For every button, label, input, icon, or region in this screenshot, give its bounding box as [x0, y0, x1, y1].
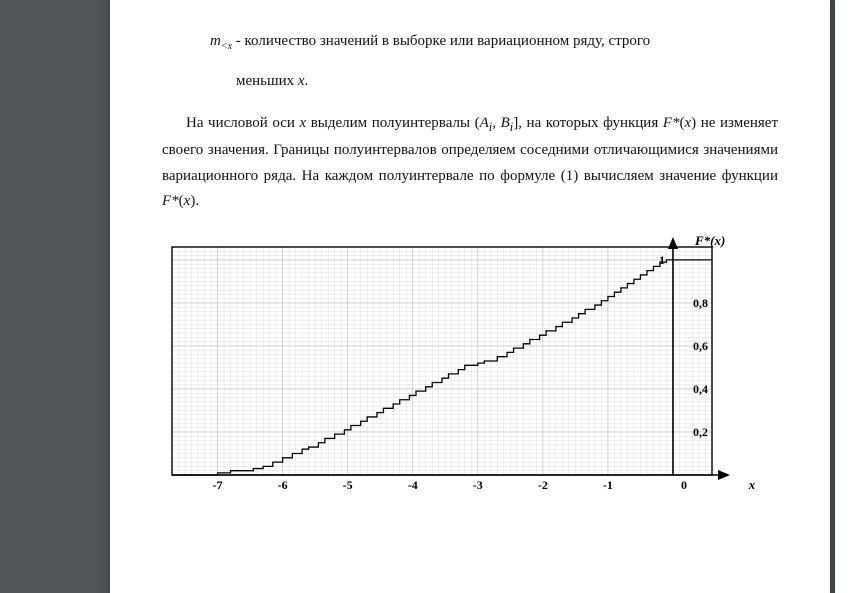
term-definition-line2: меньших x. [236, 70, 778, 93]
svg-text:-3: -3 [473, 478, 483, 492]
svg-text:-1: -1 [603, 478, 613, 492]
svg-text:-6: -6 [278, 478, 288, 492]
svg-text:-5: -5 [343, 478, 353, 492]
body-paragraph: На числовой оси x выделим полуинтервалы … [162, 111, 778, 215]
svg-text:0,2: 0,2 [693, 424, 708, 438]
ecdf-chart: -7-6-5-4-3-2-100,20,40,60,81F*(x)x [142, 233, 798, 503]
paper-sheet-behind [835, 0, 853, 593]
svg-text:0: 0 [681, 478, 687, 492]
svg-text:-2: -2 [538, 478, 548, 492]
symbol-m: m<x [210, 33, 232, 49]
ecdf-svg: -7-6-5-4-3-2-100,20,40,60,81F*(x)x [142, 233, 798, 503]
svg-text:-7: -7 [213, 478, 223, 492]
svg-text:x: x [748, 477, 756, 492]
svg-text:-4: -4 [408, 478, 418, 492]
term-text-1: - количество значений в выборке или вари… [236, 33, 650, 49]
document-page: m<x - количество значений в выборке или … [110, 0, 830, 593]
svg-text:F*(x): F*(x) [694, 233, 725, 248]
svg-text:0,4: 0,4 [693, 381, 708, 395]
svg-text:0,6: 0,6 [693, 338, 708, 352]
svg-text:0,8: 0,8 [693, 295, 708, 309]
term-definition-line1: m<x - количество значений в выборке или … [210, 30, 778, 55]
